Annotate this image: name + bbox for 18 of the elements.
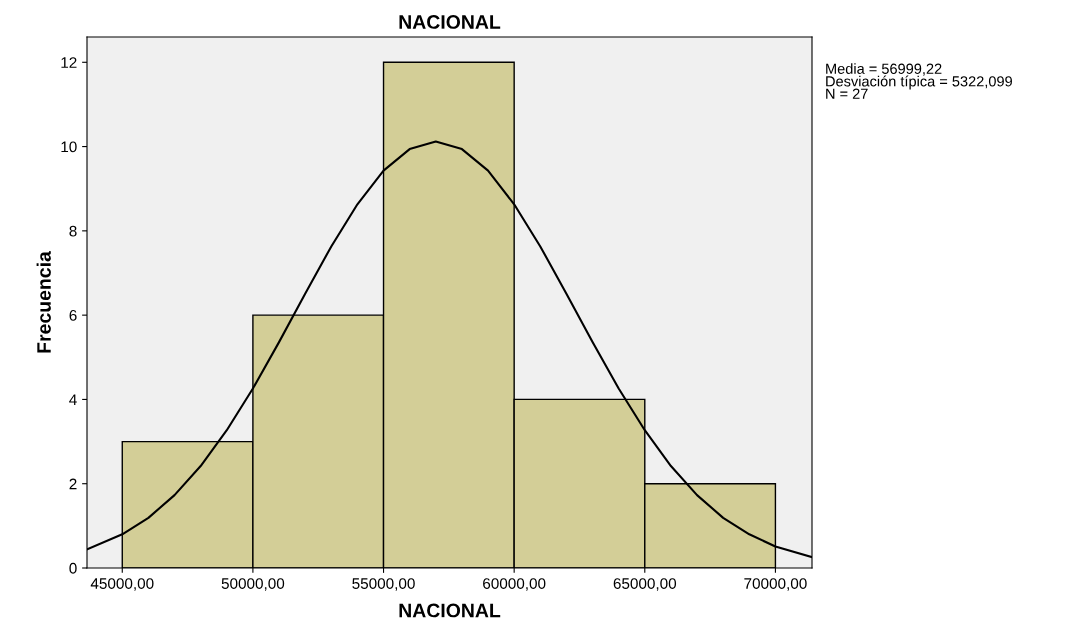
y-tick-label: 6: [69, 310, 77, 321]
y-tick-label: 4: [69, 394, 77, 405]
x-tick-label: 55000,00: [352, 578, 415, 591]
x-tick-label: 65000,00: [613, 578, 677, 591]
text: Media = 56999,22: [826, 63, 942, 76]
chart-title: NACIONAL: [399, 15, 501, 29]
y-tick-label: 12: [61, 57, 77, 68]
y-tick-label: 2: [69, 478, 77, 490]
y-tick-label: 0: [69, 562, 77, 574]
text: N = 27: [826, 88, 868, 99]
x-axis-title: NACIONAL: [399, 603, 501, 618]
y-tick-label: 8: [69, 225, 77, 237]
x-tick-label: 50000,00: [221, 578, 285, 591]
y-tick-label: 10: [61, 141, 77, 153]
x-tick-label: 60000,00: [483, 578, 546, 591]
x-tick-label: 45000,00: [90, 578, 154, 591]
y-axis-title: Frecuencia: [36, 251, 51, 353]
x-tick-label: 70000,00: [744, 578, 807, 591]
